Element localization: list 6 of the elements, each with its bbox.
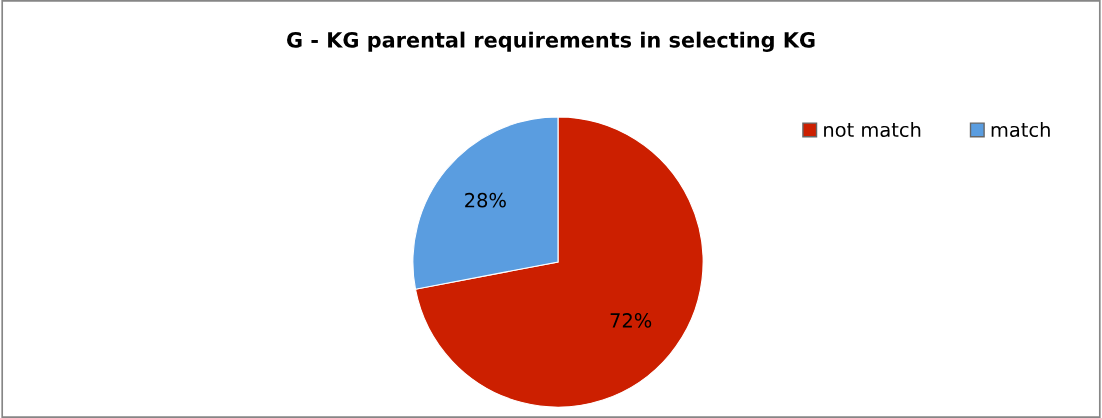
data-label: 28% bbox=[465, 192, 506, 208]
data-label: 72% bbox=[610, 313, 652, 328]
legend-label: not match bbox=[824, 122, 921, 138]
legend-label: match bbox=[991, 122, 1050, 138]
chart-title: G - KG parental requirements in selecting KG bbox=[287, 31, 815, 52]
pie-slice bbox=[414, 116, 704, 408]
